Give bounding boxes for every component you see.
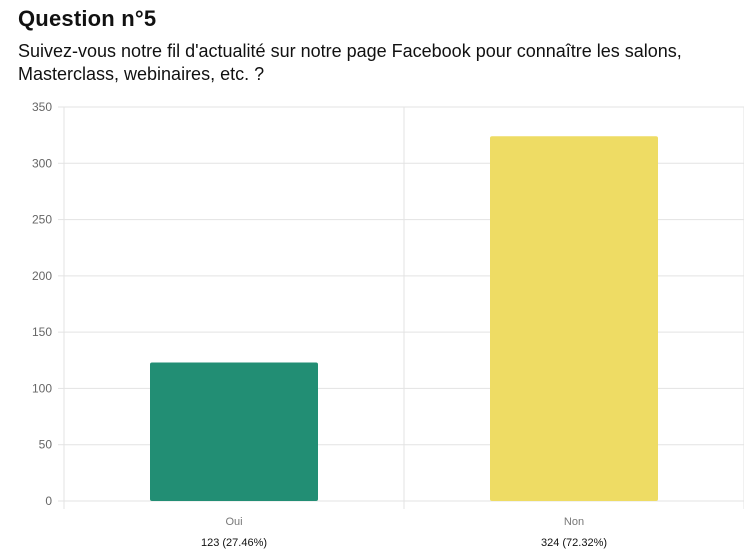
y-tick-label: 250	[32, 213, 52, 227]
bar-oui	[150, 362, 318, 501]
y-tick-label: 150	[32, 325, 52, 339]
x-category-label: Non	[564, 516, 584, 528]
bar-non	[490, 136, 658, 502]
y-tick-label: 0	[45, 494, 52, 508]
question-heading: Question n°5	[18, 6, 157, 31]
y-tick-label: 50	[39, 438, 53, 452]
question-text: Suivez-vous notre fil d'actualité sur no…	[18, 41, 682, 84]
bar-value-label: 123 (27.46%)	[201, 537, 267, 549]
y-tick-label: 300	[32, 156, 52, 170]
y-tick-label: 350	[32, 100, 52, 114]
x-category-label: Oui	[225, 516, 242, 528]
y-tick-label: 100	[32, 381, 52, 395]
y-tick-label: 200	[32, 269, 52, 283]
bar-value-label: 324 (72.32%)	[541, 537, 607, 549]
